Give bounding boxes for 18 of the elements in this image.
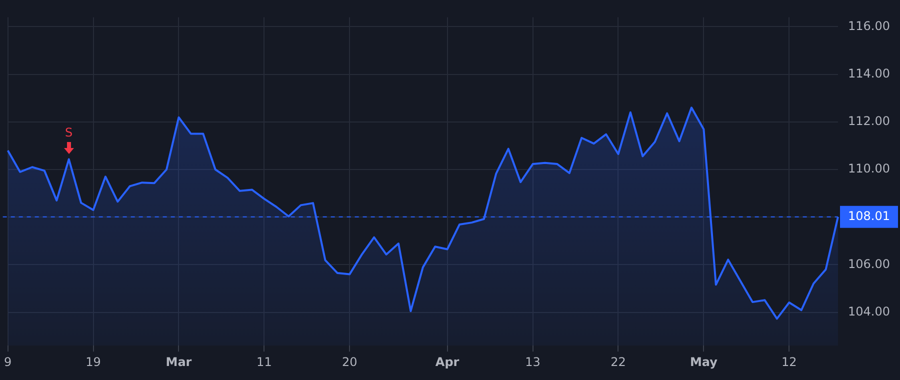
x-tick-label: Apr (435, 354, 460, 369)
x-tick-label: 9 (4, 354, 12, 369)
x-tick-label: 20 (342, 354, 358, 369)
x-tick-label: 13 (525, 354, 540, 369)
x-tick-label: 12 (782, 354, 797, 369)
y-tick-label: 114.00 (848, 66, 890, 80)
x-tick-label: 11 (256, 354, 272, 369)
y-tick-label: 106.00 (848, 256, 890, 271)
y-tick-label: 116.00 (848, 18, 890, 33)
x-tick-label: 19 (86, 354, 101, 369)
x-tick-label: May (690, 354, 718, 369)
x-tick-label: Mar (166, 354, 192, 369)
y-tick-label: 110.00 (848, 162, 890, 176)
y-tick-label: 112.00 (848, 114, 890, 128)
x-tick-label: 22 (610, 354, 626, 369)
ref-line-label: 108.01 (848, 208, 890, 223)
y-tick-label: 104.00 (848, 304, 890, 318)
annotation: S (65, 125, 73, 140)
